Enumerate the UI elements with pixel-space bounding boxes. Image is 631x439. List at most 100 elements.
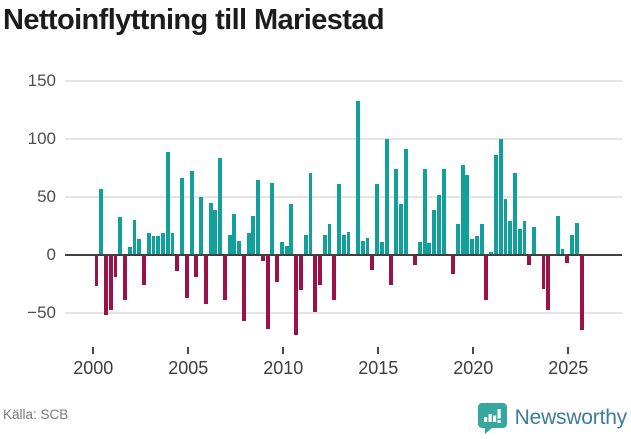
bar-2020Q2 bbox=[479, 223, 484, 255]
bar-2005Q3 bbox=[199, 197, 204, 255]
bar-2023Q1 bbox=[532, 227, 536, 255]
source-note: Källa: SCB bbox=[3, 407, 69, 422]
bar-2000Q3 bbox=[104, 255, 108, 316]
bar-2001Q1 bbox=[113, 255, 118, 278]
bar-2004Q2 bbox=[175, 255, 180, 272]
bar-2005Q4 bbox=[203, 255, 208, 304]
bar-2000Q1 bbox=[94, 255, 99, 287]
bar-2011Q4 bbox=[318, 255, 322, 286]
bar-2016Q1 bbox=[398, 203, 403, 255]
bar-2001Q2 bbox=[118, 216, 123, 255]
bar-2016Q2 bbox=[403, 149, 408, 255]
bar-2010Q1 bbox=[284, 245, 289, 255]
bar-2020Q4 bbox=[489, 251, 494, 255]
bar-2007Q1 bbox=[227, 235, 232, 255]
x-axis-tick-2015 bbox=[377, 347, 380, 354]
bar-2015Q4 bbox=[394, 169, 399, 255]
zero-baseline bbox=[65, 254, 622, 256]
bar-2008Q2 bbox=[251, 215, 256, 255]
bar-2019Q4 bbox=[470, 238, 475, 255]
bar-2017Q3 bbox=[427, 243, 432, 255]
bar-2008Q3 bbox=[256, 179, 261, 255]
gridline--50 bbox=[65, 312, 622, 314]
bar-2004Q4 bbox=[184, 255, 189, 298]
bar-2003Q3 bbox=[161, 232, 165, 255]
x-axis-label-2005: 2005 bbox=[168, 358, 209, 378]
x-axis-label-2010: 2010 bbox=[263, 358, 304, 378]
bar-2015Q1 bbox=[379, 242, 384, 255]
bar-2014Q2 bbox=[365, 237, 370, 255]
bar-2015Q3 bbox=[389, 255, 394, 286]
bar-2022Q4 bbox=[527, 255, 532, 266]
bar-2018Q1 bbox=[436, 194, 441, 255]
bar-2002Q2 bbox=[137, 238, 142, 255]
bar-2012Q3 bbox=[332, 255, 337, 301]
bar-2012Q1 bbox=[322, 235, 327, 255]
bar-2018Q4 bbox=[451, 255, 456, 274]
bar-2013Q1 bbox=[341, 235, 346, 255]
bar-2021Q2 bbox=[498, 139, 503, 255]
bar-2024Q2 bbox=[555, 215, 560, 255]
bar-2002Q3 bbox=[142, 255, 146, 286]
bar-2017Q1 bbox=[417, 242, 422, 255]
bar-2009Q2 bbox=[270, 183, 275, 255]
bar-2021Q3 bbox=[503, 199, 508, 255]
bar-2008Q1 bbox=[246, 232, 251, 255]
bar-2010Q4 bbox=[299, 255, 303, 290]
bar-2001Q3 bbox=[123, 255, 127, 301]
x-axis-label-2025: 2025 bbox=[548, 358, 589, 378]
bar-2003Q1 bbox=[151, 236, 156, 255]
bar-2010Q3 bbox=[294, 255, 299, 336]
y-axis-label-100: 100 bbox=[27, 129, 56, 148]
bar-2002Q4 bbox=[146, 232, 151, 255]
bar-2007Q2 bbox=[232, 214, 237, 255]
bar-2007Q3 bbox=[237, 241, 242, 255]
newsworthy-logo: Newsworthy bbox=[477, 402, 627, 434]
bar-2022Q1 bbox=[513, 172, 517, 255]
bar-2006Q4 bbox=[222, 255, 227, 301]
bar-2022Q2 bbox=[517, 229, 522, 255]
bar-2004Q3 bbox=[180, 178, 184, 255]
bar-2007Q4 bbox=[241, 255, 246, 322]
x-axis-tick-2010 bbox=[282, 347, 285, 354]
bar-2009Q4 bbox=[279, 242, 284, 255]
y-axis-label-150: 150 bbox=[27, 71, 56, 90]
bar-2025Q2 bbox=[574, 222, 579, 255]
bar-2024Q4 bbox=[565, 255, 570, 264]
bar-2012Q2 bbox=[327, 223, 332, 255]
x-axis-label-2015: 2015 bbox=[358, 358, 399, 378]
bar-2003Q4 bbox=[165, 151, 170, 255]
bar-2025Q3 bbox=[579, 255, 584, 331]
bar-2018Q2 bbox=[441, 169, 446, 255]
gridline-150 bbox=[65, 80, 622, 82]
bar-2000Q2 bbox=[99, 188, 104, 255]
bar-2013Q4 bbox=[356, 100, 360, 255]
bar-2006Q3 bbox=[218, 157, 223, 255]
bar-2016Q4 bbox=[413, 255, 418, 266]
bar-2014Q4 bbox=[375, 184, 379, 255]
bar-2020Q3 bbox=[484, 255, 489, 301]
bar-2005Q2 bbox=[194, 255, 199, 278]
bar-2019Q1 bbox=[455, 223, 460, 255]
bar-2020Q1 bbox=[474, 236, 479, 255]
bar-2012Q4 bbox=[337, 184, 341, 255]
y-axis-label-50: 50 bbox=[37, 187, 56, 206]
bar-2021Q1 bbox=[494, 155, 498, 255]
x-axis-label-2000: 2000 bbox=[73, 358, 114, 378]
bar-2024Q3 bbox=[560, 249, 565, 255]
newsworthy-wordmark: Newsworthy bbox=[514, 406, 628, 429]
bar-2019Q2 bbox=[460, 164, 465, 255]
x-axis-tick-2005 bbox=[187, 347, 190, 354]
bar-2025Q1 bbox=[570, 235, 574, 255]
bar-2014Q3 bbox=[370, 255, 375, 271]
x-axis-label-2020: 2020 bbox=[453, 358, 494, 378]
bar-2015Q2 bbox=[384, 139, 389, 255]
bar-2014Q1 bbox=[360, 241, 365, 255]
x-axis-tick-2000 bbox=[92, 347, 95, 354]
y-axis-label-0: 0 bbox=[46, 245, 56, 264]
bar-2017Q2 bbox=[422, 169, 427, 255]
newsworthy-badge-icon bbox=[477, 403, 507, 434]
chart-title: Nettoinflyttning till Mariestad bbox=[3, 4, 385, 36]
